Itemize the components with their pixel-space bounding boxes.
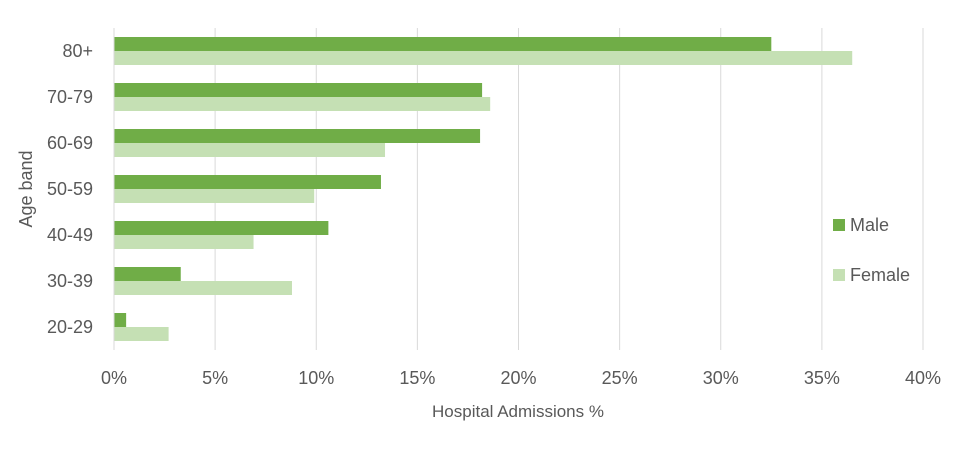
legend-label-female: Female: [850, 265, 910, 285]
x-tick-label: 40%: [905, 368, 941, 388]
x-axis-title: Hospital Admissions %: [432, 402, 604, 421]
bar-male-60-69: [114, 129, 481, 143]
y-tick-label: 70-79: [47, 87, 93, 107]
legend-label-male: Male: [850, 215, 889, 235]
y-tick-label: 20-29: [47, 317, 93, 337]
bar-male-40-49: [114, 221, 329, 235]
x-tick-label: 15%: [399, 368, 435, 388]
bar-male-20-29: [114, 313, 127, 327]
x-tick-label: 35%: [804, 368, 840, 388]
x-tick-label: 0%: [101, 368, 127, 388]
bar-female-80+: [114, 51, 853, 65]
gridlines: [214, 28, 924, 350]
bar-male-80+: [114, 37, 772, 51]
x-tick-label: 30%: [703, 368, 739, 388]
y-tick-label: 40-49: [47, 225, 93, 245]
x-tick-labels: 0% 5% 10% 15% 20% 25% 30% 35% 40%: [101, 368, 941, 388]
bar-male-30-39: [114, 267, 181, 281]
y-tick-label: 50-59: [47, 179, 93, 199]
x-tick-label: 25%: [602, 368, 638, 388]
legend-swatch-male: [833, 219, 845, 231]
x-tick-label: 5%: [202, 368, 228, 388]
y-axis-title: Age band: [16, 150, 36, 227]
bar-male-70-79: [114, 83, 483, 97]
bars: [114, 37, 853, 341]
y-tick-label: 60-69: [47, 133, 93, 153]
bar-female-50-59: [114, 189, 315, 203]
bar-female-40-49: [114, 235, 254, 249]
bar-female-60-69: [114, 143, 386, 157]
x-tick-label: 20%: [500, 368, 536, 388]
bar-male-50-59: [114, 175, 381, 189]
bar-female-30-39: [114, 281, 292, 295]
bar-female-20-29: [114, 327, 169, 341]
bar-female-70-79: [114, 97, 491, 111]
y-tick-label: 30-39: [47, 271, 93, 291]
y-tick-label: 80+: [62, 41, 93, 61]
x-tick-label: 10%: [298, 368, 334, 388]
y-tick-labels: 80+ 70-79 60-69 50-59 40-49 30-39 20-29: [47, 41, 93, 337]
legend: Male Female: [833, 215, 910, 285]
legend-swatch-female: [833, 269, 845, 281]
